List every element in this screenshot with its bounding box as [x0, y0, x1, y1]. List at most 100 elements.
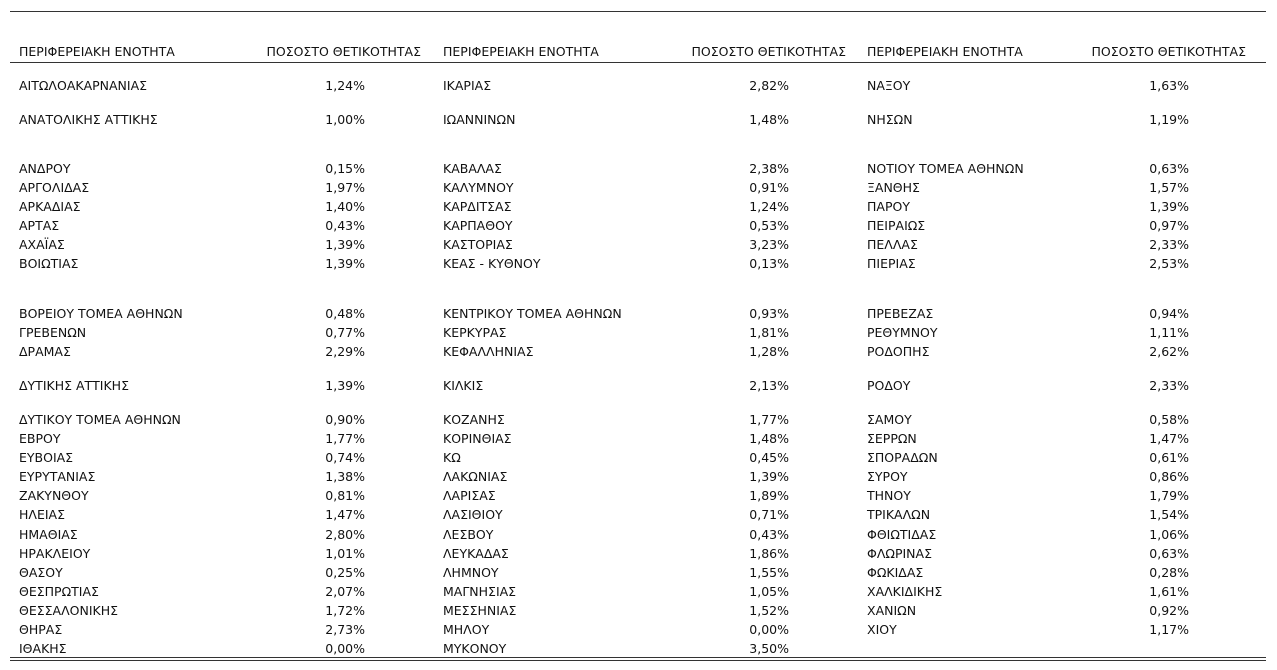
positivity-rate: 1,39%: [325, 256, 365, 271]
region-name: ΛΑΚΩΝΙΑΣ: [443, 469, 508, 484]
positivity-rate: 1,39%: [325, 237, 365, 252]
positivity-rate: 1,63%: [1149, 78, 1189, 93]
region-name: ΘΑΣΟΥ: [19, 565, 63, 580]
positivity-rate: 1,38%: [325, 469, 365, 484]
region-name: ΗΛΕΙΑΣ: [19, 507, 65, 522]
region-name: ΒΟΡΕΙΟΥ ΤΟΜΕΑ ΑΘΗΝΩΝ: [19, 306, 183, 321]
region-name: ΔΡΑΜΑΣ: [19, 344, 71, 359]
positivity-rate: 1,39%: [325, 378, 365, 393]
region-name: ΚΕΝΤΡΙΚΟΥ ΤΟΜΕΑ ΑΘΗΝΩΝ: [443, 306, 622, 321]
region-name: ΚΑΒΑΛΑΣ: [443, 161, 502, 176]
region-name: ΕΥΒΟΙΑΣ: [19, 450, 74, 465]
region-name: ΛΗΜΝΟΥ: [443, 565, 499, 580]
positivity-rate: 0,61%: [1149, 450, 1189, 465]
region-name: ΑΡΚΑΔΙΑΣ: [19, 199, 81, 214]
positivity-rate: 0,53%: [749, 218, 789, 233]
positivity-rate: 1,57%: [1149, 180, 1189, 195]
positivity-rate: 1,72%: [325, 603, 365, 618]
region-name: ΚΕΡΚΥΡΑΣ: [443, 325, 507, 340]
positivity-rate: 0,91%: [749, 180, 789, 195]
region-name: ΝΟΤΙΟΥ ΤΟΜΕΑ ΑΘΗΝΩΝ: [867, 161, 1024, 176]
positivity-rate: 1,97%: [325, 180, 365, 195]
region-name: ΧΑΛΚΙΔΙΚΗΣ: [867, 584, 943, 599]
region-name: ΙΘΑΚΗΣ: [19, 641, 67, 656]
positivity-rate: 1,00%: [325, 112, 365, 127]
positivity-rate: 0,90%: [325, 412, 365, 427]
region-name: ΚΑΣΤΟΡΙΑΣ: [443, 237, 513, 252]
region-name: ΦΩΚΙΔΑΣ: [867, 565, 924, 580]
region-name: ΑΝΔΡΟΥ: [19, 161, 71, 176]
region-name: ΗΡΑΚΛΕΙΟΥ: [19, 546, 91, 561]
positivity-rate: 0,28%: [1149, 565, 1189, 580]
region-name: ΧΙΟΥ: [867, 622, 897, 637]
region-name: ΚΑΡΔΙΤΣΑΣ: [443, 199, 512, 214]
region-name: ΤΗΝΟΥ: [867, 488, 911, 503]
region-name: ΚΕΦΑΛΛΗΝΙΑΣ: [443, 344, 534, 359]
region-name: ΘΕΣΣΑΛΟΝΙΚΗΣ: [19, 603, 119, 618]
positivity-rate: 1,48%: [749, 112, 789, 127]
region-name: ΒΟΙΩΤΙΑΣ: [19, 256, 79, 271]
positivity-rate: 0,48%: [325, 306, 365, 321]
positivity-rate: 2,29%: [325, 344, 365, 359]
positivity-rate: 2,62%: [1149, 344, 1189, 359]
positivity-rate: 1,54%: [1149, 507, 1189, 522]
positivity-rate: 1,05%: [749, 584, 789, 599]
region-name: ΡΟΔΟΥ: [867, 378, 911, 393]
region-name: ΔΥΤΙΚΟΥ ΤΟΜΕΑ ΑΘΗΝΩΝ: [19, 412, 181, 427]
positivity-rate: 0,71%: [749, 507, 789, 522]
positivity-rate: 2,73%: [325, 622, 365, 637]
region-name: ΛΕΥΚΑΔΑΣ: [443, 546, 509, 561]
positivity-rate: 2,07%: [325, 584, 365, 599]
positivity-rate: 3,50%: [749, 641, 789, 656]
region-name: ΦΛΩΡΙΝΑΣ: [867, 546, 932, 561]
positivity-rate: 1,81%: [749, 325, 789, 340]
region-name: ΝΑΞΟΥ: [867, 78, 911, 93]
region-name: ΙΩΑΝΝΙΝΩΝ: [443, 112, 516, 127]
region-name: ΚΩ: [443, 450, 461, 465]
positivity-rate: 1,77%: [325, 431, 365, 446]
positivity-rate: 1,55%: [749, 565, 789, 580]
positivity-rate: 1,79%: [1149, 488, 1189, 503]
region-name: ΣΑΜΟΥ: [867, 412, 912, 427]
column-header: ΠΕΡΙΦΕΡΕΙΑΚΗ ΕΝΟΤΗΤΑ: [443, 44, 599, 59]
bottom-rule: [10, 657, 1266, 658]
positivity-rate: 0,74%: [325, 450, 365, 465]
positivity-rate: 1,40%: [325, 199, 365, 214]
region-name: ΤΡΙΚΑΛΩΝ: [867, 507, 931, 522]
positivity-rate: 0,43%: [749, 527, 789, 542]
region-name: ΑΡΤΑΣ: [19, 218, 60, 233]
region-name: ΜΗΛΟΥ: [443, 622, 490, 637]
positivity-rate: 1,06%: [1149, 527, 1189, 542]
positivity-rate: 1,24%: [325, 78, 365, 93]
positivity-rate: 0,15%: [325, 161, 365, 176]
region-name: ΘΕΣΠΡΩΤΙΑΣ: [19, 584, 99, 599]
region-name: ΙΚΑΡΙΑΣ: [443, 78, 492, 93]
region-name: ΚΑΡΠΑΘΟΥ: [443, 218, 513, 233]
positivity-rate: 0,63%: [1149, 546, 1189, 561]
region-name: ΑΡΓΟΛΙΔΑΣ: [19, 180, 90, 195]
positivity-rate: 0,63%: [1149, 161, 1189, 176]
positivity-rate: 1,61%: [1149, 584, 1189, 599]
region-name: ΠΡΕΒΕΖΑΣ: [867, 306, 934, 321]
top-rule: [10, 11, 1266, 12]
region-name: ΠΕΙΡΑΙΩΣ: [867, 218, 926, 233]
region-name: ΑΧΑΪΑΣ: [19, 237, 65, 252]
region-name: ΗΜΑΘΙΑΣ: [19, 527, 78, 542]
region-name: ΜΥΚΟΝΟΥ: [443, 641, 507, 656]
positivity-rate: 1,86%: [749, 546, 789, 561]
region-name: ΘΗΡΑΣ: [19, 622, 63, 637]
positivity-rate: 1,39%: [749, 469, 789, 484]
positivity-rate: 1,19%: [1149, 112, 1189, 127]
region-name: ΚΟΡΙΝΘΙΑΣ: [443, 431, 512, 446]
positivity-rate: 1,28%: [749, 344, 789, 359]
positivity-rate: 0,25%: [325, 565, 365, 580]
positivity-rate: 0,00%: [325, 641, 365, 656]
positivity-rate: 0,94%: [1149, 306, 1189, 321]
region-name: ΚΑΛΥΜΝΟΥ: [443, 180, 514, 195]
column-header: ΠΟΣΟΣΤΟ ΘΕΤΙΚΟΤΗΤΑΣ: [266, 44, 421, 59]
bottom-rule: [10, 660, 1266, 661]
positivity-rate: 0,45%: [749, 450, 789, 465]
region-name: ΣΕΡΡΩΝ: [867, 431, 917, 446]
region-name: ΛΕΣΒΟΥ: [443, 527, 494, 542]
region-name: ΛΑΣΙΘΙΟΥ: [443, 507, 503, 522]
